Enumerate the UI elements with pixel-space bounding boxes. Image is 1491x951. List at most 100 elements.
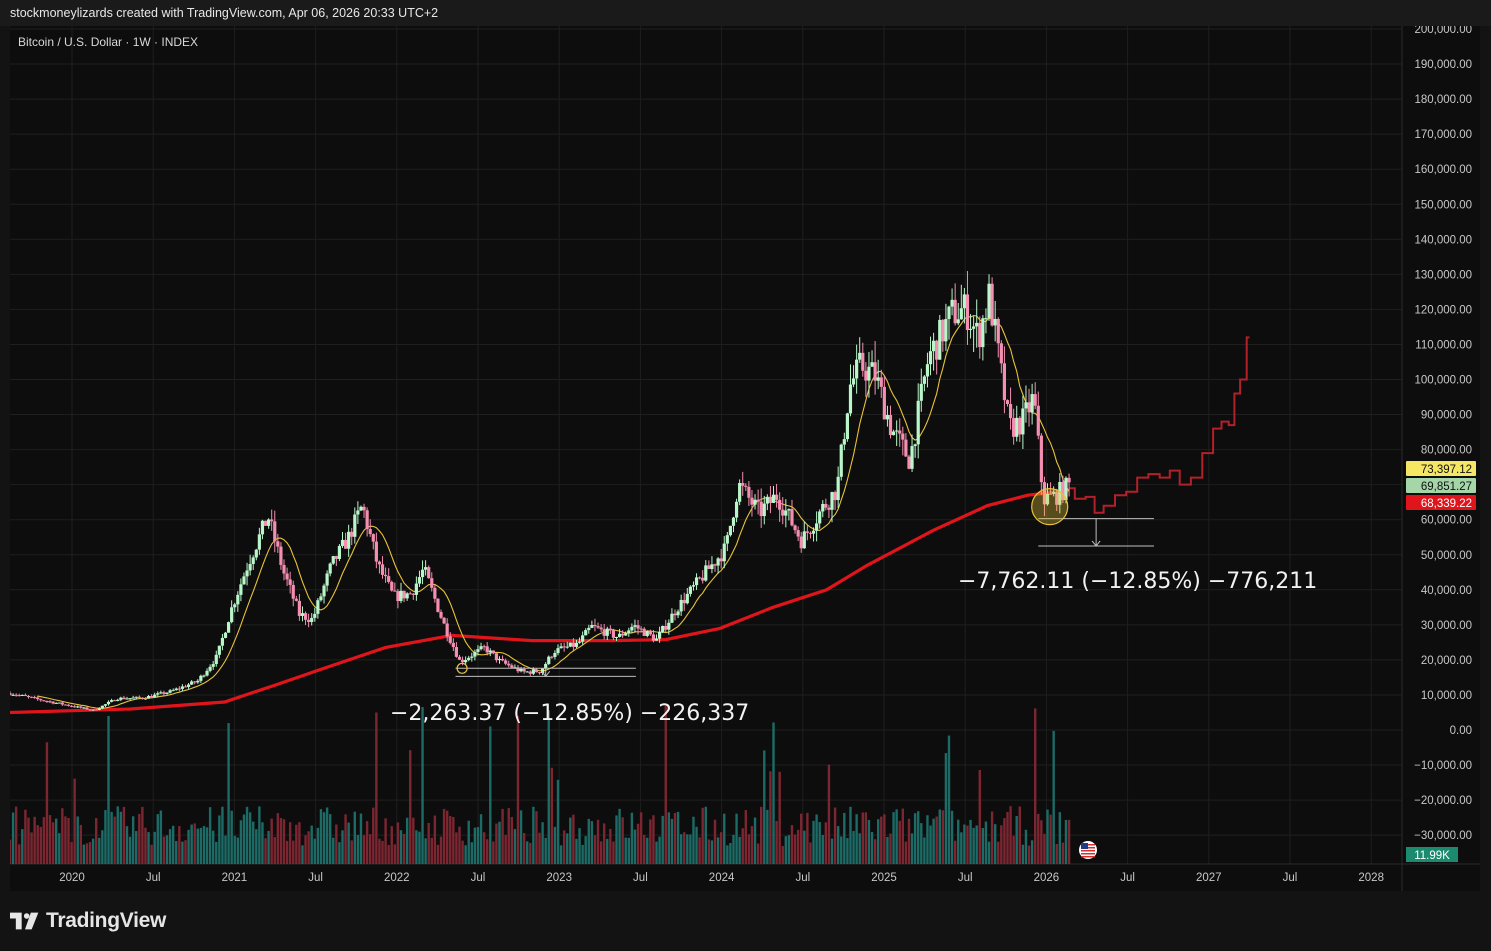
candle (88, 708, 92, 711)
candle (328, 562, 332, 577)
volume-bar (190, 824, 193, 864)
candle-body (734, 501, 739, 518)
candle-body (73, 706, 77, 708)
candle (106, 700, 111, 706)
volume-bar (683, 832, 686, 864)
volume-bar (646, 837, 649, 864)
candle-body (962, 294, 966, 309)
volume-bar (636, 823, 640, 864)
volume-bar (516, 715, 520, 864)
volume-bar (122, 806, 126, 864)
candle-body (630, 626, 634, 631)
range-annotation[interactable]: −7,762.11 (−12.85%) −776,211 (958, 488, 1317, 594)
volume-bar (116, 806, 119, 864)
volume-bar (193, 823, 196, 864)
volume-bar (33, 816, 36, 864)
candle-body (1015, 417, 1019, 437)
candle (26, 695, 31, 699)
candle (855, 344, 859, 394)
candle-body (762, 503, 766, 517)
candle-body (63, 704, 68, 706)
candle-body (325, 573, 329, 586)
candle-body (738, 483, 742, 502)
candle (122, 695, 126, 700)
candle (824, 498, 828, 511)
candle (153, 692, 157, 698)
candle (82, 706, 86, 709)
flag-canton (1081, 843, 1088, 849)
chart-frame[interactable]: 200,000.00 190,000.00 180,000.00 170,000.00… (10, 26, 1480, 891)
volume-bar (519, 810, 523, 864)
candle-body (91, 709, 95, 711)
volume-bar (85, 843, 89, 864)
candle (100, 705, 104, 710)
volume-label: 11.99K (1414, 850, 1450, 862)
candle-body (162, 692, 166, 694)
candle (297, 594, 301, 621)
volume-bar (162, 836, 166, 864)
candle-body (904, 439, 908, 457)
range-annotation[interactable]: −2,263.37 (−12.85%) −226,337 (390, 662, 749, 726)
candle-body (685, 593, 689, 604)
candle (614, 636, 619, 641)
candle (664, 619, 668, 633)
price-chart[interactable]: 200,000.00 190,000.00 180,000.00 170,000.00… (10, 26, 1480, 891)
candle (331, 556, 335, 565)
candle-body (479, 646, 483, 650)
candle-body (731, 517, 736, 526)
y-tick-label: −20,000.00 (1414, 795, 1472, 807)
volume-bar (824, 822, 828, 864)
candle (405, 592, 409, 601)
us-flag-icon[interactable] (1079, 841, 1097, 859)
candle (950, 288, 954, 316)
volume-bar (479, 814, 483, 864)
candle-body (768, 496, 773, 503)
candle-body (864, 370, 868, 381)
volume-bar (778, 771, 781, 864)
volume-bar (889, 833, 892, 864)
candle-body (682, 599, 686, 604)
candle (707, 560, 711, 570)
candle-body (494, 653, 499, 661)
candle (698, 576, 702, 580)
candle-body (282, 564, 286, 574)
candle-body (51, 701, 55, 704)
candle (851, 365, 856, 388)
volume-bar (1021, 844, 1025, 864)
volume-bar (993, 824, 997, 864)
volume-bar (861, 812, 864, 864)
candle-body (199, 675, 203, 681)
volume-bar (1003, 818, 1006, 864)
candle (747, 480, 751, 506)
volume-bar (276, 813, 280, 864)
candle-body (811, 530, 816, 534)
volume-bar (858, 833, 861, 864)
candle (399, 582, 403, 604)
y-axis[interactable]: 200,000.00 190,000.00 180,000.00 170,000.00… (1401, 26, 1480, 891)
candle (285, 567, 289, 587)
x-tick-label: Jul (633, 872, 648, 884)
candle-body (1067, 477, 1071, 483)
volume-bar (131, 816, 135, 864)
volume-bar (455, 832, 458, 864)
volume-bar (27, 817, 30, 864)
candle-body (23, 694, 27, 696)
candle-body (624, 633, 628, 636)
candle (556, 644, 560, 656)
candle-body (365, 510, 369, 530)
candle (442, 616, 446, 624)
x-axis[interactable]: 2020 Jul 2021 Jul 2022 Jul 2023 Jul 2024 Jul 2025 J… (10, 863, 1480, 884)
candle (713, 563, 717, 572)
volume-bar (1006, 811, 1009, 864)
candle-body (895, 430, 899, 432)
candle-body (254, 549, 258, 558)
candle (36, 695, 40, 701)
volume-bar (950, 810, 954, 864)
candle (898, 418, 902, 447)
candle (85, 706, 89, 710)
candle-body (380, 564, 385, 575)
volume-bar (495, 823, 498, 864)
candle-body (713, 564, 717, 566)
candles[interactable] (10, 271, 1071, 711)
candle-body (180, 686, 185, 689)
